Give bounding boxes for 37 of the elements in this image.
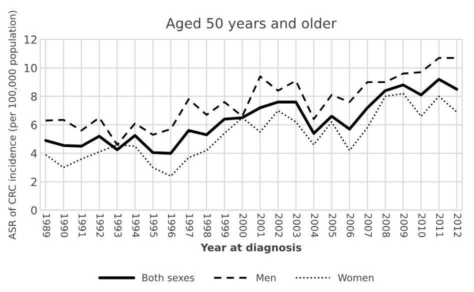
x-tick-label: 1992 bbox=[96, 214, 104, 237]
x-tick-label: 1995 bbox=[150, 214, 158, 237]
x-tick-label: 1989 bbox=[42, 214, 50, 238]
x-tick-label: 2003 bbox=[293, 214, 300, 237]
legend-label: Men bbox=[256, 274, 276, 282]
x-tick-label: 1990 bbox=[60, 214, 68, 238]
y-tick-label: 0 bbox=[31, 206, 37, 215]
x-tick-label: 2010 bbox=[418, 214, 426, 238]
x-tick-label: 1994 bbox=[132, 214, 140, 238]
x-tick-label: 1997 bbox=[186, 214, 194, 237]
x-tick-label: 2006 bbox=[346, 214, 354, 238]
x-tick-label: 1998 bbox=[204, 214, 212, 238]
legend-label: Women bbox=[338, 274, 374, 282]
legend-label: Both sexes bbox=[142, 274, 194, 282]
x-tick-label: 2012 bbox=[454, 214, 462, 237]
x-tick-label: 2011 bbox=[436, 214, 444, 237]
chart-title: Aged 50 years and older bbox=[166, 18, 337, 32]
x-tick-label: 1991 bbox=[78, 214, 86, 237]
y-tick-label: 8 bbox=[31, 92, 37, 101]
x-tick-label: 2005 bbox=[328, 214, 336, 237]
x-tick-label: 1996 bbox=[168, 214, 176, 238]
x-axis-title: Year at diagnosis bbox=[200, 243, 302, 254]
y-tick-label: 2 bbox=[31, 178, 36, 186]
x-tick-label: 2009 bbox=[400, 214, 408, 238]
x-tick-label: 2008 bbox=[382, 214, 390, 238]
x-tick-label: 1993 bbox=[114, 214, 122, 237]
y-tick-label: 10 bbox=[24, 64, 37, 72]
x-tick-label: 2000 bbox=[239, 214, 247, 238]
x-tick-label: 2002 bbox=[275, 214, 283, 237]
x-tick-label: 2001 bbox=[257, 214, 265, 237]
x-tick-label: 2007 bbox=[364, 214, 372, 237]
y-tick-label: 12 bbox=[24, 35, 36, 44]
y-axis-title: ASR of CRC incidence (per 100,000 population) bbox=[8, 10, 18, 240]
x-tick-label: 1999 bbox=[222, 214, 229, 238]
y-tick-label: 4 bbox=[30, 149, 37, 158]
x-tick-label: 2004 bbox=[310, 214, 318, 238]
y-tick-label: 6 bbox=[31, 120, 37, 130]
